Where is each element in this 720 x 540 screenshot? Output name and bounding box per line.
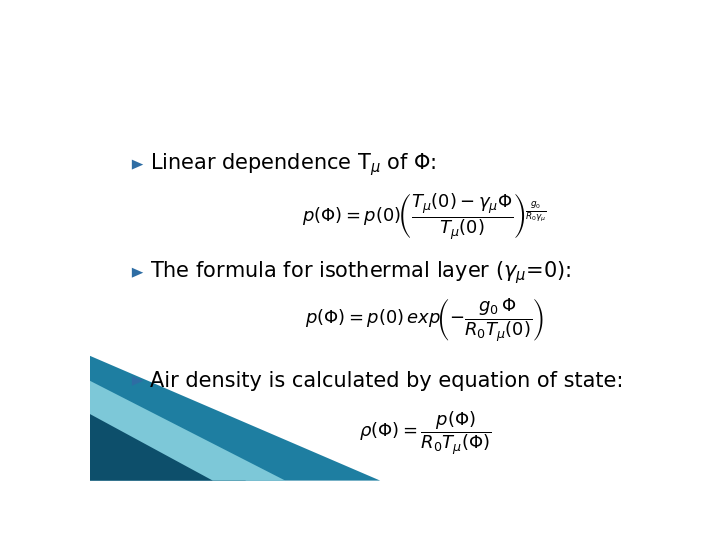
Polygon shape bbox=[132, 376, 143, 386]
Text: $\rho(\Phi) = \dfrac{p(\Phi)}{R_0 T_{\mu}(\Phi)}$: $\rho(\Phi) = \dfrac{p(\Phi)}{R_0 T_{\mu… bbox=[359, 409, 491, 457]
Polygon shape bbox=[90, 356, 380, 481]
Text: $p(\Phi) = p(0)\,exp\!\left(-\dfrac{g_0\,\Phi}{R_0 T_{\mu}(0)}\right)$: $p(\Phi) = p(0)\,exp\!\left(-\dfrac{g_0\… bbox=[305, 297, 544, 344]
Text: The formula for isothermal layer ($\gamma_{\mu}$=0):: The formula for isothermal layer ($\gamm… bbox=[150, 259, 571, 286]
Polygon shape bbox=[132, 268, 143, 278]
Polygon shape bbox=[90, 381, 285, 481]
Text: $p(\Phi) = p(0)\!\left(\dfrac{T_{\mu}(0) - \gamma_{\mu}\Phi}{T_{\mu}(0)}\right)^: $p(\Phi) = p(0)\!\left(\dfrac{T_{\mu}(0)… bbox=[302, 191, 547, 242]
Polygon shape bbox=[132, 160, 143, 170]
Text: Air density is calculated by equation of state:: Air density is calculated by equation of… bbox=[150, 371, 623, 391]
Text: Linear dependence T$_{\mu}$ of $\Phi$:: Linear dependence T$_{\mu}$ of $\Phi$: bbox=[150, 151, 436, 178]
Polygon shape bbox=[90, 397, 246, 481]
